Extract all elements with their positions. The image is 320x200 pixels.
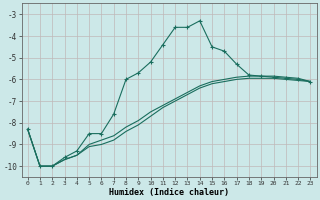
X-axis label: Humidex (Indice chaleur): Humidex (Indice chaleur) <box>109 188 229 197</box>
